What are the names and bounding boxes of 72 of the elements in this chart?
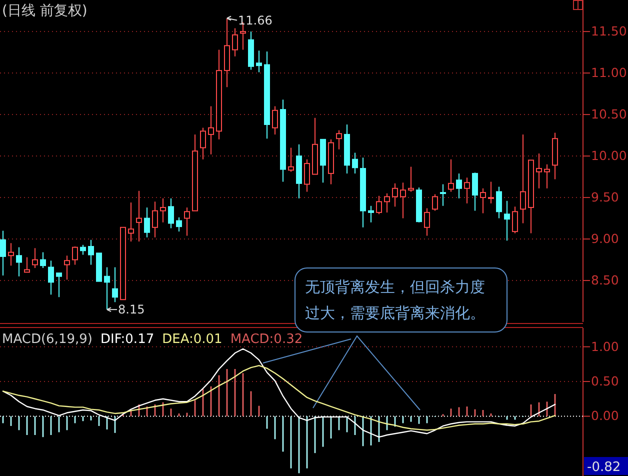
candlestick: [456, 172, 462, 199]
text: DIF:0.17: [100, 332, 154, 347]
candlestick: [88, 239, 94, 266]
candlestick: [432, 194, 438, 212]
text: DEA:0.01: [162, 332, 222, 347]
candlestick: [32, 248, 38, 269]
y-tick-label: 11.50: [591, 24, 627, 39]
candlestick: [128, 202, 134, 242]
y-tick-label: 1.00: [591, 338, 619, 354]
chart-title: MACD(6,19,9): [2, 332, 92, 347]
candlestick: [56, 272, 62, 298]
candlestick: [520, 134, 526, 224]
series-label: MACD:0.32: [230, 332, 303, 347]
candlestick: [536, 153, 542, 189]
candlestick: [464, 177, 470, 204]
y-tick-label: 10.00: [591, 148, 627, 164]
candlestick: [504, 200, 510, 242]
candlestick: [8, 242, 14, 266]
candlestick: [232, 28, 238, 57]
candlestick: [392, 182, 398, 208]
candlestick: [160, 198, 166, 223]
candlestick: [488, 181, 494, 204]
candlestick: [136, 190, 142, 242]
candlestick: [424, 208, 430, 236]
annotation: 11.66: [238, 13, 272, 28]
candlestick: [168, 198, 174, 229]
y-tick-label: 8.50: [591, 272, 619, 288]
y-tick-label: 0.50: [591, 374, 619, 388]
candlestick: [208, 106, 214, 155]
candlestick: [384, 192, 390, 213]
candlestick: [304, 158, 310, 192]
candlestick: [152, 201, 158, 238]
candlestick: [480, 188, 486, 214]
candlestick: [72, 246, 78, 266]
candlestick: [376, 195, 382, 215]
annotation: 8.15: [118, 302, 145, 317]
candlestick: [472, 172, 478, 212]
candlestick: [352, 152, 358, 174]
candlestick: [408, 166, 414, 192]
y-tick-label: 10.50: [591, 106, 627, 122]
candlestick: [80, 244, 86, 256]
chart-title: (日线 前复权): [2, 3, 88, 19]
annotation: 无顶背离发生，但回杀力度过大，需要底背离来消化。: [305, 278, 485, 322]
candlestick: [544, 164, 550, 189]
candlestick: [104, 266, 110, 310]
candlestick: [400, 182, 406, 219]
candlestick: [176, 216, 182, 232]
y-tick-label: 11.00: [591, 65, 627, 80]
candlestick: [440, 184, 446, 206]
y-tick-label: 9.00: [591, 231, 619, 246]
candlestick: [184, 206, 190, 236]
candlestick: [336, 130, 342, 150]
candlestick: [256, 50, 262, 73]
candlestick: [496, 186, 502, 219]
candlestick: [512, 206, 518, 234]
candlestick: [448, 158, 454, 192]
y-tick-label: 0.00: [591, 408, 619, 424]
candlestick: [288, 147, 294, 172]
candlestick: [64, 255, 70, 280]
candlestick: [200, 127, 206, 160]
y-tick-label: 9.50: [591, 190, 619, 205]
candlestick: [40, 252, 46, 269]
text: -0.82: [587, 460, 621, 475]
candlestick: [48, 260, 54, 296]
candlestick: [24, 256, 30, 273]
candlestick: [144, 206, 150, 238]
candlestick: [16, 246, 22, 277]
candlestick: [0, 230, 6, 276]
candlestick: [368, 205, 374, 223]
candlestick: [272, 106, 278, 135]
line-series: [2, 364, 556, 431]
candlestick: [112, 266, 118, 303]
